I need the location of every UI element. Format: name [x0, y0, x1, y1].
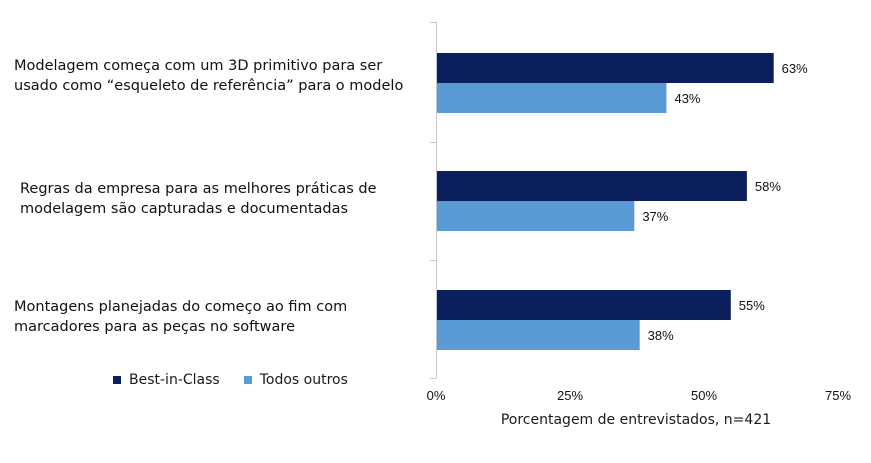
x-tick-label: 50%: [691, 388, 717, 403]
legend-label: Best-in-Class: [129, 372, 220, 388]
x-tick-label: 75%: [825, 388, 851, 403]
data-label: 38%: [648, 328, 674, 343]
bar: [437, 53, 774, 83]
data-label: 43%: [674, 91, 700, 106]
x-tick-label: 0%: [427, 388, 446, 403]
bar: [437, 201, 635, 231]
legend-item-todos-outros: Todos outros: [243, 372, 348, 388]
legend-label: Todos outros: [259, 372, 348, 388]
x-tick-label: 25%: [557, 388, 583, 403]
legend: Best-in-Class Todos outros: [113, 372, 372, 388]
x-axis-label: Porcentagem de entrevistados, n=421: [500, 412, 772, 428]
category-label: Modelagem começa com um 3D primitivo par…: [14, 58, 404, 94]
bar: [437, 83, 667, 113]
bar: [437, 290, 731, 320]
legend-swatch: [243, 376, 252, 384]
category-label: Montagens planejadas do começo ao fim co…: [14, 299, 348, 335]
data-label: 58%: [755, 179, 781, 194]
legend-swatch: [113, 376, 121, 384]
category-label: Regras da empresa para as melhores práti…: [20, 181, 377, 217]
bar: [437, 320, 640, 350]
data-label: 55%: [739, 298, 765, 313]
data-label: 63%: [782, 61, 808, 76]
legend-item-best-in-class: Best-in-Class: [113, 372, 220, 388]
bar: [437, 171, 747, 201]
data-label: 37%: [642, 209, 668, 224]
